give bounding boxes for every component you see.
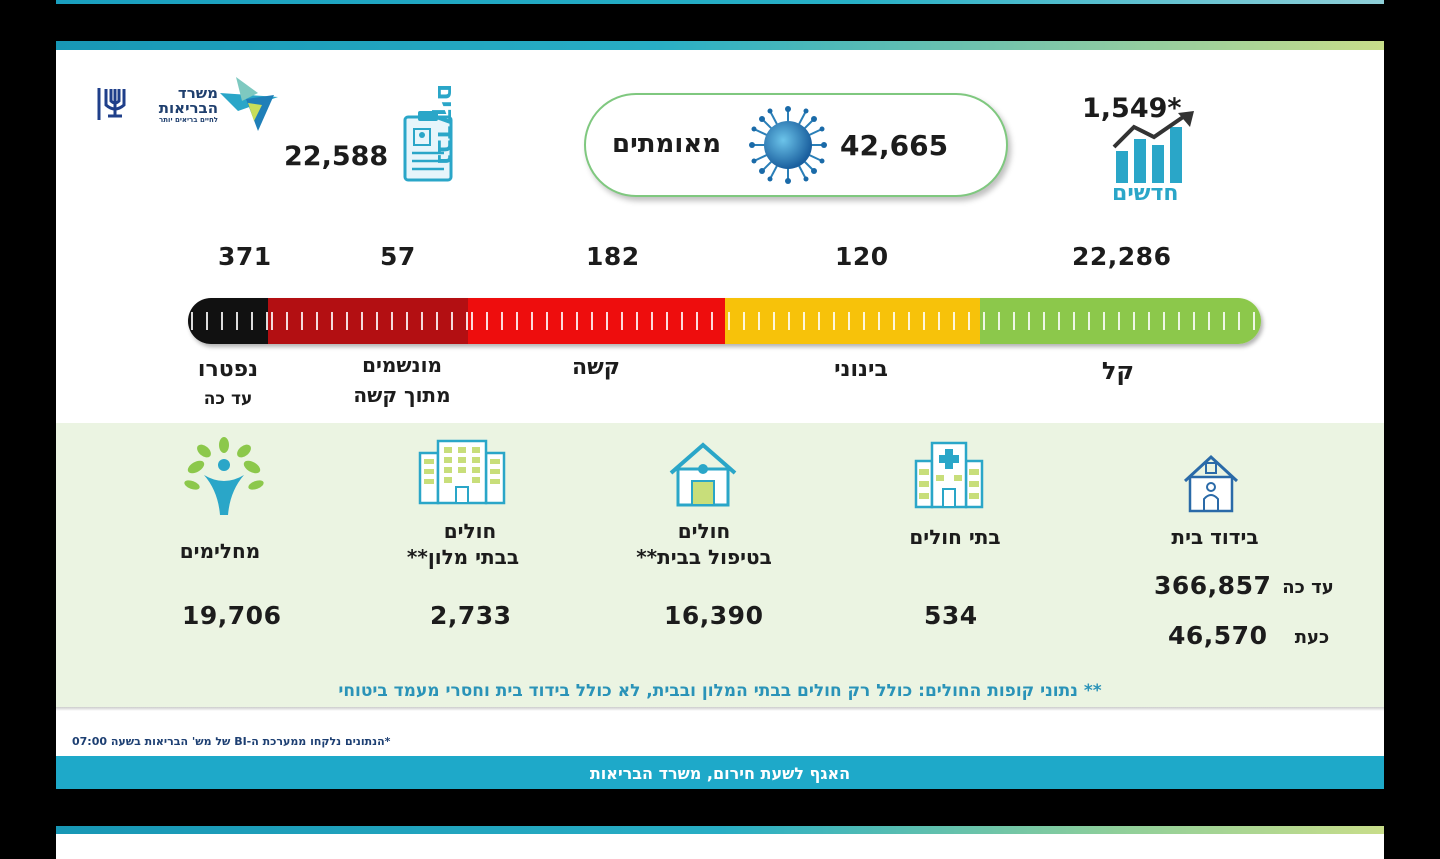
virus-icon	[749, 106, 827, 184]
severity-segment-moderate	[725, 298, 980, 344]
trending-up-chart-icon	[1112, 111, 1194, 183]
serious-label: קשה	[572, 355, 620, 380]
hospitals-value: 534	[924, 601, 978, 630]
mild-label: קל	[1101, 357, 1135, 385]
health-funds-footnote: ** נתוני קופות החולים: כולל רק חולים בבת…	[338, 681, 1102, 701]
moderate-label: בינוני	[834, 357, 888, 382]
home-care-value: 16,390	[664, 601, 764, 630]
home-isolation-now-value: 46,570	[1168, 621, 1268, 650]
department-label: האגף לשעת חירום, משרד הבריאות	[589, 764, 851, 783]
confirmed-value: 42,665	[840, 129, 949, 162]
severity-segment-mild	[980, 298, 1261, 344]
tested-label: נבדקים	[370, 84, 460, 165]
mild-value: 22,286	[1072, 242, 1172, 271]
deceased-sublabel: עד כה	[203, 389, 253, 409]
recovered-value: 19,706	[182, 601, 282, 630]
home-isolation-so-far-value: 366,857	[1154, 571, 1272, 600]
ministry-slogan: לחיים בריאים יותר	[159, 116, 218, 124]
hotels-label-line2: בבתי מלון**	[406, 545, 520, 569]
severity-segment-ventilated	[268, 298, 468, 344]
deceased-value: 371	[218, 242, 272, 271]
home-isolation-so-far-label: עד כה	[1282, 577, 1334, 598]
ministry-name: משרד הבריאות	[158, 84, 218, 117]
tested-value: 22,588	[284, 141, 389, 172]
clipboard-icon	[403, 111, 453, 182]
ventilated-value: 57	[380, 242, 416, 271]
moderate-value: 120	[835, 242, 889, 271]
new-cases-value: 1,549*	[1082, 93, 1182, 124]
section-divider	[56, 707, 1384, 711]
deceased-label: נפטרו	[197, 357, 259, 382]
ministry-logo-icon	[220, 77, 278, 131]
panel-top-bar	[56, 41, 1384, 50]
home-care-label-line1: חולים	[677, 519, 731, 543]
home-care-label-line2: בטיפול בבית**	[636, 545, 772, 569]
hospital-icon	[914, 441, 984, 509]
severity-segment-deceased	[188, 298, 268, 344]
ventilated-sublabel: מתוך קשה	[353, 383, 451, 407]
confirmed-label: מאומתים	[612, 129, 722, 159]
data-source-note: *הנתונים נלקחו ממערכת ה-BI של מש' הבריאו…	[72, 735, 391, 748]
department-footer-bar: האגף לשעת חירום, משרד הבריאות	[56, 756, 1384, 789]
serious-value: 182	[586, 242, 640, 271]
ventilated-label: מונשמים	[362, 353, 442, 377]
next-slide-top-bar	[56, 826, 1384, 834]
severity-bar	[188, 298, 1261, 344]
dashboard-panel: משרד הבריאות לחיים בריאים יותר 22,588 נב…	[56, 41, 1384, 789]
menorah-emblem-icon	[94, 85, 136, 123]
new-cases-label: חדשים	[1112, 181, 1179, 206]
recovered-label: מחלימים	[179, 539, 261, 563]
top-divider-strip	[56, 0, 1384, 4]
hotels-label-line1: חולים	[443, 519, 497, 543]
care-locations-section: מחלימים 19,706 חולים בבתי מלון** 2,733	[56, 423, 1384, 708]
home-care-icon	[669, 442, 737, 507]
recovered-person-icon	[184, 437, 264, 515]
hotels-value: 2,733	[430, 601, 512, 630]
hospitals-label: בתי חולים	[909, 525, 1001, 549]
home-isolation-icon	[1183, 454, 1239, 513]
next-slide-panel	[56, 826, 1384, 859]
hotel-building-icon	[418, 439, 506, 505]
severity-segment-serious	[468, 298, 725, 344]
home-isolation-now-label: כעת	[1294, 627, 1330, 648]
home-isolation-label: בידוד בית	[1171, 525, 1259, 549]
